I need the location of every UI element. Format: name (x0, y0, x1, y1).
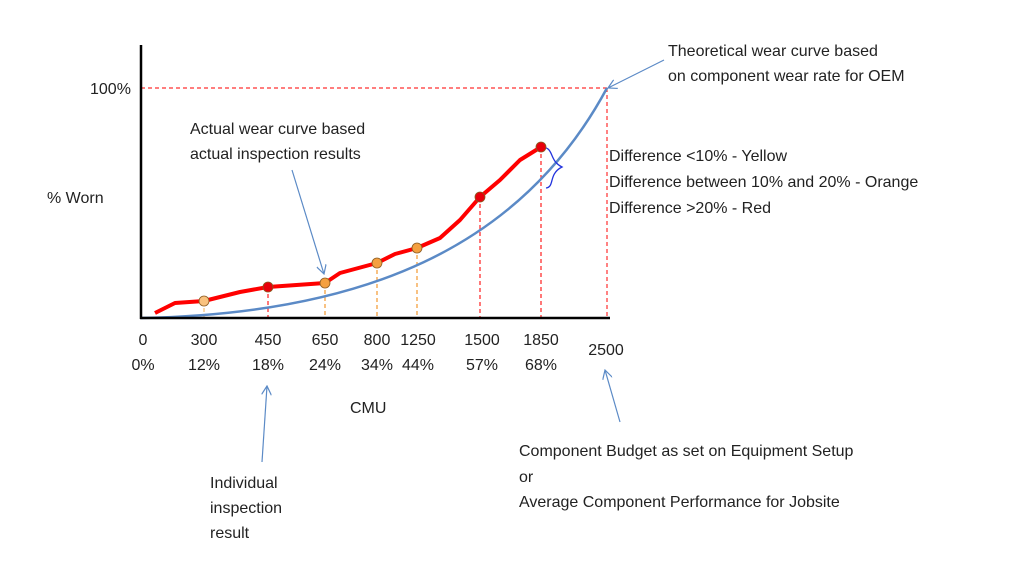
x-tick-cmu-300: 300 (191, 332, 218, 349)
x-tick-pct-650: 24% (309, 357, 341, 374)
x-tick-cmu-1250: 1250 (400, 332, 436, 349)
actual-annotation-line1: Actual wear curve based (190, 121, 365, 138)
x-tick-pct-1500: 57% (466, 357, 498, 374)
difference-yellow: Difference <10% - Yellow (609, 148, 787, 165)
budget-arrow (605, 370, 621, 423)
y-axis-label: % Worn (47, 190, 104, 207)
x-tick-pct-800: 34% (361, 357, 393, 374)
x-tick-pct-1850: 68% (525, 357, 557, 374)
x-axis-label: CMU (350, 400, 386, 417)
x-tick-cmu-0: 0 (139, 332, 148, 349)
actual-curve (154, 145, 543, 315)
x-tick-cmu-1500: 1500 (464, 332, 500, 349)
x-tick-pct-300: 12% (188, 357, 220, 374)
actual-arrow (291, 169, 324, 274)
inspection-point-1500 (474, 191, 486, 203)
inspection-point-1850 (535, 141, 547, 153)
theoretical-annotation-line2: on component wear rate for OEM (668, 68, 905, 85)
individual-arrow (261, 386, 267, 463)
difference-brace (540, 146, 564, 189)
inspection-point-650 (319, 277, 331, 289)
x-tick-pct-450: 18% (252, 357, 284, 374)
difference-red: Difference >20% - Red (609, 200, 771, 217)
individual-annotation-line1: Individual (210, 475, 278, 492)
actual-annotation-line2: actual inspection results (190, 146, 361, 163)
x-tick-pct-0: 0% (131, 357, 154, 374)
difference-orange: Difference between 10% and 20% - Orange (609, 174, 918, 191)
theoretical-annotation-line1: Theoretical wear curve based (668, 43, 878, 60)
budget-annotation-line1: Component Budget as set on Equipment Set… (519, 443, 854, 460)
inspection-point-450 (262, 281, 274, 293)
theoretical-curve (140, 87, 609, 320)
budget-annotation-line2: or (519, 469, 534, 486)
individual-annotation-line2: inspection (210, 500, 282, 517)
x-tick-pct-1250: 44% (402, 357, 434, 374)
inspection-point-800 (371, 257, 383, 269)
x-tick-cmu-2500: 2500 (588, 342, 624, 359)
x-tick-cmu-650: 650 (312, 332, 339, 349)
y-top-label: 100% (90, 81, 131, 98)
x-tick-cmu-450: 450 (255, 332, 282, 349)
x-tick-cmu-800: 800 (364, 332, 391, 349)
inspection-point-1250 (411, 242, 423, 254)
budget-annotation-line3: Average Component Performance for Jobsit… (519, 494, 840, 511)
theoretical-arrow (608, 59, 665, 88)
x-tick-cmu-1850: 1850 (523, 332, 559, 349)
individual-annotation-line3: result (210, 525, 250, 542)
inspection-point-300 (198, 295, 210, 307)
